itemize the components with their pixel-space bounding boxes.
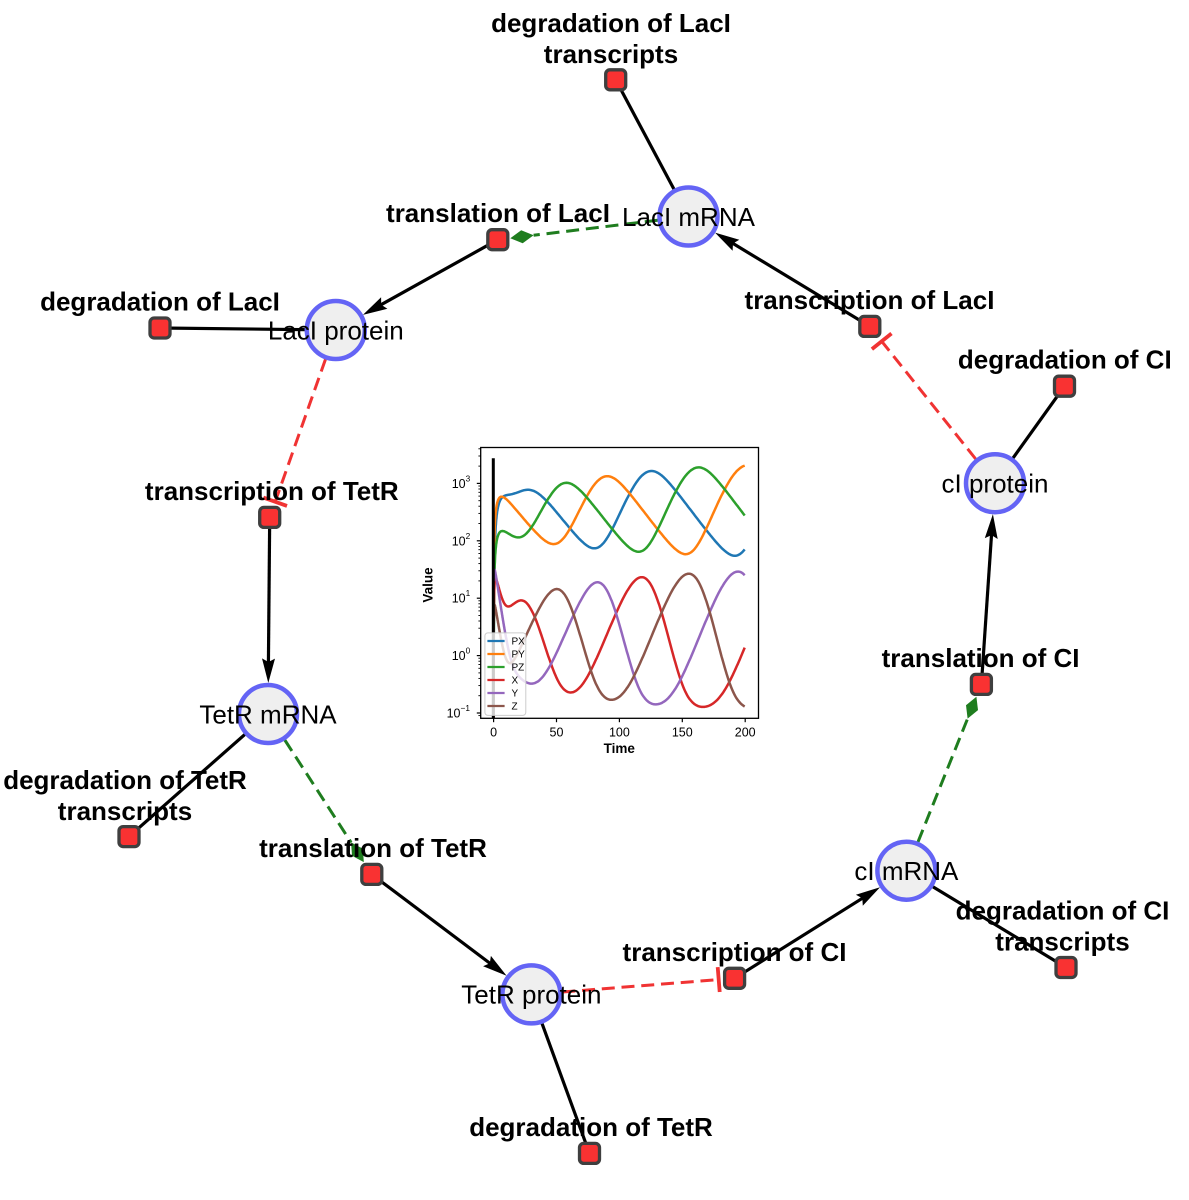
- svg-text:Y: Y: [512, 689, 519, 700]
- svg-text:150: 150: [672, 726, 693, 740]
- svg-text:Z: Z: [512, 702, 518, 713]
- svg-text:degradation of LacI: degradation of LacI: [40, 287, 280, 317]
- svg-text:TetR mRNA: TetR mRNA: [199, 699, 337, 729]
- svg-text:10: 10: [452, 534, 466, 548]
- svg-text:degradation of LacI: degradation of LacI: [491, 8, 731, 38]
- svg-text:200: 200: [735, 726, 756, 740]
- svg-text:10: 10: [447, 707, 461, 721]
- svg-text:PX: PX: [512, 637, 526, 648]
- svg-text:100: 100: [609, 726, 630, 740]
- svg-text:10: 10: [452, 649, 466, 663]
- svg-text:translation of CI: translation of CI: [882, 643, 1080, 673]
- svg-text:2: 2: [466, 531, 471, 541]
- svg-text:degradation of CI: degradation of CI: [958, 345, 1172, 375]
- svg-text:3: 3: [466, 473, 471, 483]
- svg-text:−1: −1: [461, 703, 471, 713]
- svg-text:0: 0: [490, 726, 497, 740]
- svg-text:degradation of TetR: degradation of TetR: [3, 765, 247, 795]
- svg-text:X: X: [512, 676, 519, 687]
- svg-text:degradation of TetR: degradation of TetR: [469, 1112, 713, 1142]
- svg-text:PY: PY: [512, 650, 526, 661]
- svg-text:degradation of CI: degradation of CI: [956, 896, 1170, 926]
- svg-text:transcripts: transcripts: [995, 927, 1129, 957]
- svg-text:cI protein: cI protein: [942, 469, 1049, 499]
- svg-text:transcription of TetR: transcription of TetR: [145, 476, 399, 506]
- svg-text:50: 50: [550, 726, 564, 740]
- svg-text:1: 1: [466, 588, 471, 598]
- svg-text:transcription of LacI: transcription of LacI: [745, 285, 995, 315]
- svg-text:translation of LacI: translation of LacI: [386, 198, 610, 228]
- svg-text:transcripts: transcripts: [58, 796, 192, 826]
- svg-text:Value: Value: [421, 567, 436, 603]
- svg-text:LacI mRNA: LacI mRNA: [622, 202, 756, 232]
- svg-text:0: 0: [466, 646, 471, 656]
- svg-text:Time: Time: [604, 741, 636, 756]
- svg-text:cI mRNA: cI mRNA: [854, 856, 959, 886]
- svg-text:PZ: PZ: [512, 663, 525, 674]
- svg-text:LacI protein: LacI protein: [268, 315, 404, 345]
- svg-text:10: 10: [452, 477, 466, 491]
- svg-text:transcripts: transcripts: [544, 39, 678, 69]
- svg-text:translation of TetR: translation of TetR: [259, 833, 487, 863]
- svg-text:10: 10: [452, 592, 466, 606]
- svg-text:transcription of CI: transcription of CI: [623, 937, 847, 967]
- svg-text:TetR protein: TetR protein: [461, 980, 601, 1010]
